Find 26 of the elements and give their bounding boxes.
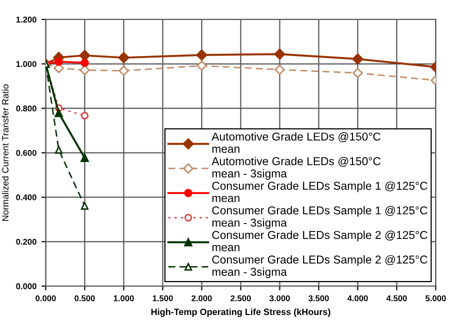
y-tick-label: 0.600: [16, 150, 36, 156]
x-tick-label: 0.500: [74, 295, 95, 302]
x-tick-label: 1.000: [114, 295, 134, 302]
x-axis-title: High-Temp Operating Life Stress (kHours): [151, 308, 330, 317]
legend-label: Consumer Grade LEDs Sample 2 @125°C mean: [212, 230, 428, 252]
y-tick-label: 0.200: [16, 238, 36, 245]
legend-label: Consumer Grade LEDs Sample 2 @125°C mean - 3sigma: [212, 255, 428, 278]
y-tick-label: 1.000: [16, 61, 36, 67]
x-tick-label: 2.500: [230, 295, 251, 302]
x-tick-label: 5.000: [426, 295, 446, 302]
legend-label: Automotive Grade LEDs @150°C mean - 3sigma: [212, 156, 380, 180]
y-axis-title: Normalized Current Transfer Ratio: [2, 84, 8, 221]
x-tick-label: 4.000: [347, 295, 368, 302]
legend-label: Consumer Grade LEDs Sample 1 @125°C mean: [212, 181, 428, 202]
x-tick-label: 3.000: [269, 295, 290, 302]
y-tick-label: 0.800: [16, 106, 36, 112]
legend-label: Consumer Grade LEDs Sample 1 @125°C mean - 3sigma: [212, 206, 428, 229]
x-tick-label: 0.000: [36, 295, 56, 302]
x-tick-label: 4.500: [386, 295, 407, 302]
x-tick-label: 2.000: [192, 295, 212, 302]
x-tick-label: 1.500: [152, 295, 173, 302]
y-tick-label: 0.000: [16, 283, 36, 290]
y-tick-label: 0.400: [16, 194, 36, 200]
y-tick-label: 1.200: [16, 16, 36, 23]
x-tick-label: 3.500: [308, 295, 329, 302]
legend-label: Automotive Grade LEDs @150°C mean: [212, 132, 380, 153]
